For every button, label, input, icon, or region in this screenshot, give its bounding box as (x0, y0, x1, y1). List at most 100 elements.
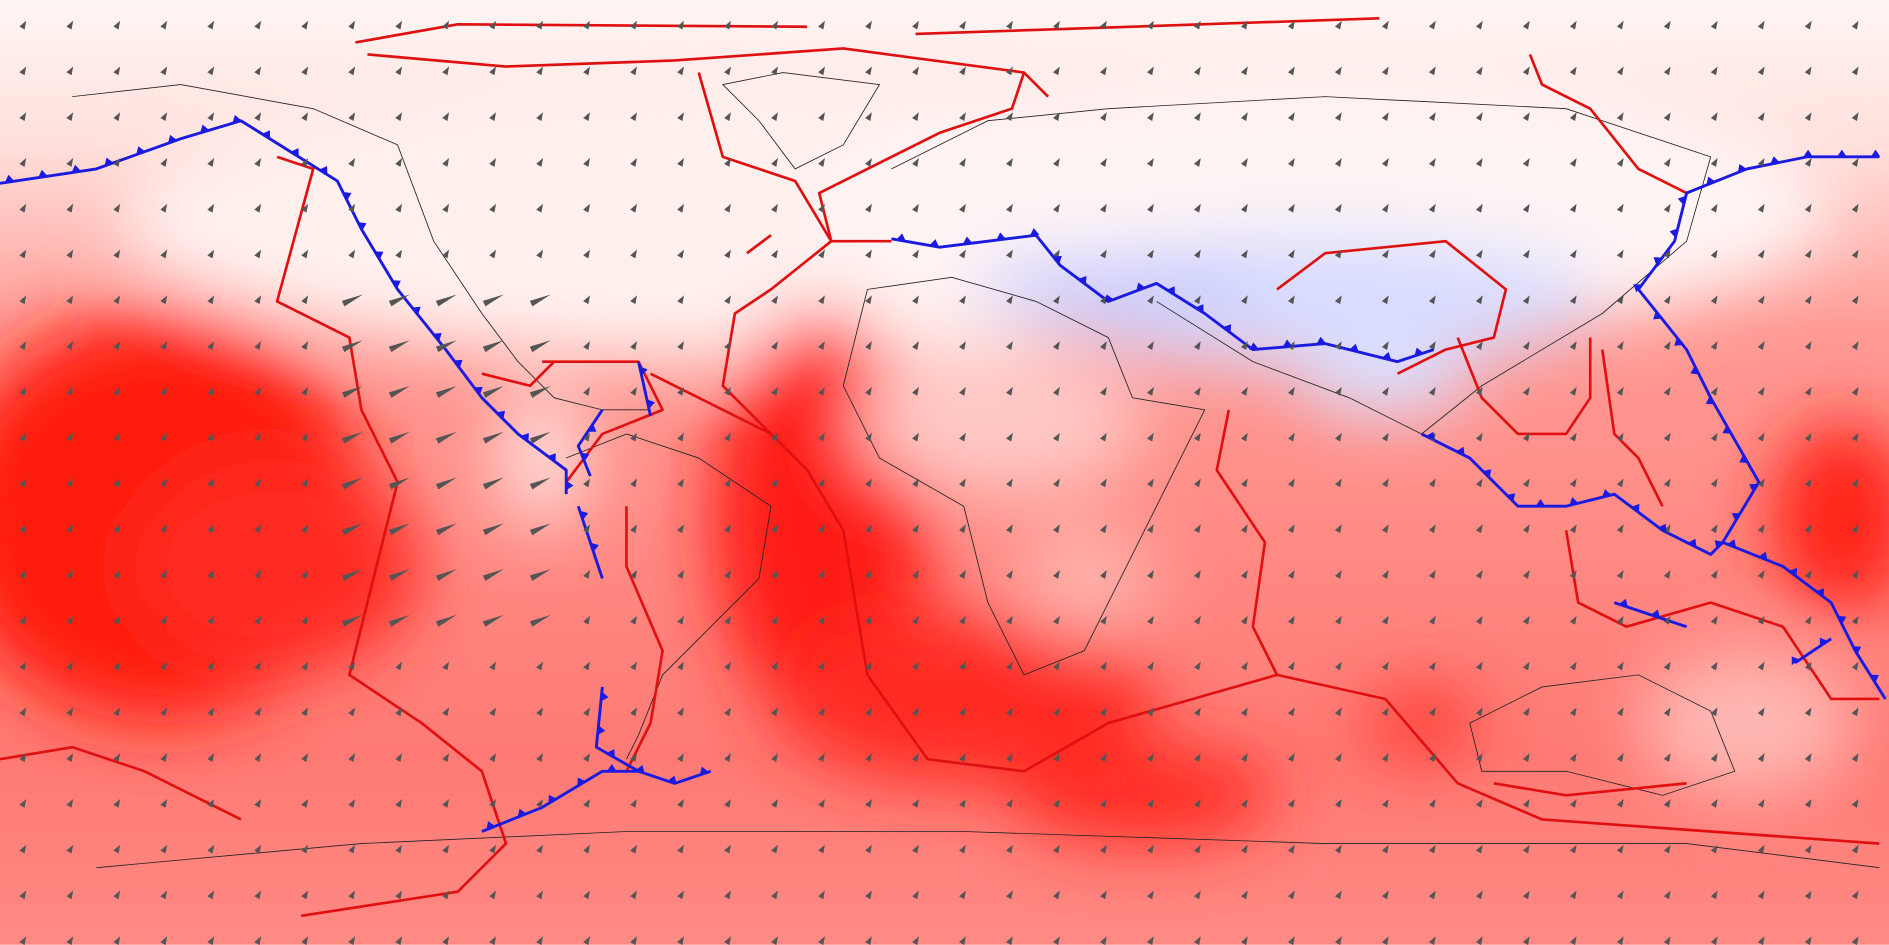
arrow (207, 203, 215, 213)
arrow (536, 844, 544, 854)
arrow (1757, 707, 1765, 717)
tooth (1674, 337, 1683, 346)
arrow (1757, 112, 1765, 122)
arrow (1522, 66, 1530, 76)
arrow (1569, 524, 1577, 534)
arrow (1287, 890, 1295, 900)
arrow (1851, 295, 1859, 305)
arrow (630, 432, 637, 442)
arrow (912, 432, 919, 442)
arrow (1381, 753, 1389, 762)
arrow (1053, 386, 1060, 396)
arrow (630, 936, 637, 945)
arrow (1475, 615, 1483, 625)
tooth (667, 775, 677, 785)
tooth (1722, 425, 1732, 434)
tooth (996, 232, 1006, 241)
arrow (677, 524, 684, 534)
arrow (1146, 112, 1154, 122)
tooth (1653, 257, 1663, 266)
arrow (1569, 249, 1577, 259)
arrow (771, 341, 778, 350)
arrow (66, 753, 74, 762)
arrow (1334, 478, 1342, 488)
arrow (207, 890, 215, 900)
arrow (1851, 936, 1859, 945)
arrow (865, 661, 872, 671)
arrow (1663, 478, 1671, 488)
arrow (1146, 20, 1154, 30)
arrow (865, 112, 872, 122)
arrow (1240, 249, 1248, 259)
arrow (865, 203, 872, 213)
arrow (160, 341, 168, 350)
tooth (1758, 551, 1768, 561)
tooth (261, 130, 271, 139)
arrow (207, 341, 215, 350)
arrow (1522, 570, 1530, 579)
arrow (818, 66, 825, 76)
arrow (959, 798, 966, 808)
arrow (1616, 203, 1624, 213)
arrow (1381, 844, 1389, 854)
arrow (113, 66, 121, 76)
arrow (818, 707, 825, 717)
arrow (66, 203, 74, 213)
tooth (1349, 343, 1359, 352)
arrow (1522, 20, 1530, 30)
arrow (254, 20, 262, 30)
tooth (1669, 228, 1678, 238)
arrow (1710, 432, 1718, 442)
arrow (1710, 844, 1718, 854)
tooth (1425, 431, 1435, 441)
tooth (600, 691, 609, 702)
arrow (1334, 615, 1342, 625)
arrow (66, 158, 74, 167)
arrow (1710, 798, 1718, 808)
arrow (959, 66, 966, 76)
arrow (1381, 615, 1389, 625)
arrow (583, 753, 591, 762)
arrow (1146, 158, 1154, 167)
arrow (583, 936, 591, 945)
arrow (1710, 753, 1718, 762)
arrow (912, 66, 919, 76)
arrow (1381, 890, 1389, 900)
arrow (1334, 570, 1342, 579)
arrow (1287, 844, 1295, 854)
arrow (1240, 20, 1248, 30)
arrow (1100, 753, 1107, 762)
arrow (254, 936, 262, 945)
arrow (1240, 432, 1248, 442)
tooth (1870, 149, 1881, 157)
arrow (1616, 386, 1624, 396)
arrow (1710, 386, 1718, 396)
arrow (1569, 158, 1577, 167)
arrow (724, 524, 731, 534)
arrow (442, 20, 450, 30)
arrow (1334, 112, 1342, 122)
arrow (771, 66, 778, 76)
arrow (207, 386, 215, 396)
arrow (1053, 890, 1060, 900)
arrow (1006, 890, 1013, 900)
arrow (1053, 432, 1060, 442)
arrow (1757, 249, 1765, 259)
arrow (912, 570, 919, 579)
arrow (1287, 249, 1295, 259)
arrow (442, 753, 450, 762)
arrow (818, 249, 825, 259)
arrow (630, 661, 637, 671)
arrow (442, 249, 450, 259)
arrow (630, 203, 637, 213)
arrow (1334, 798, 1342, 808)
arrow (1287, 20, 1295, 30)
arrow (341, 431, 363, 444)
arrow (630, 341, 637, 350)
arrow (113, 478, 121, 488)
arrow (865, 66, 872, 76)
arrow (1240, 615, 1248, 625)
arrow (19, 661, 27, 671)
tooth (1788, 568, 1798, 577)
arrow (1522, 798, 1530, 808)
